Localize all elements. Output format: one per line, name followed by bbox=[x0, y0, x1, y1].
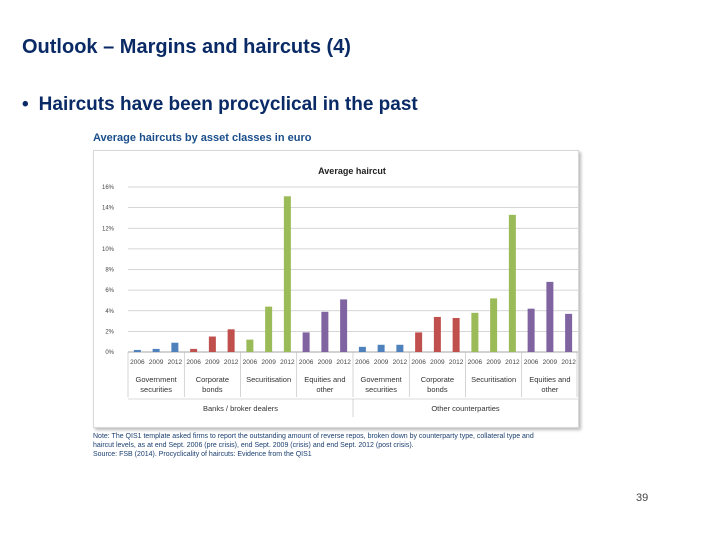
bar-other-equities-and-other-2012 bbox=[565, 313, 573, 352]
bar-other-government-securities-2012 bbox=[396, 344, 404, 352]
bar-other-securitisation-2006 bbox=[471, 312, 479, 352]
x-tick-year: 2009 bbox=[318, 359, 333, 366]
bar-chart: Average haircut 0% 2% 4% 6% 8% 10% 12% 14% 16% 200… bbox=[102, 166, 578, 417]
bullet-text: Haircuts have been procyclical in the pa… bbox=[38, 94, 418, 115]
y-tick-label: 16% bbox=[102, 185, 115, 191]
bar-other-equities-and-other-2006 bbox=[527, 308, 535, 352]
x-tick-year: 2006 bbox=[411, 359, 426, 366]
category-label: securities bbox=[140, 385, 172, 394]
x-tick-year: 2012 bbox=[336, 359, 351, 366]
x-tick-year: 2006 bbox=[130, 359, 145, 366]
bar-banks-securitisation-2006 bbox=[246, 339, 254, 352]
x-tick-year: 2009 bbox=[543, 359, 558, 366]
category-label: Corporate bbox=[421, 375, 454, 384]
y-tick-label: 14% bbox=[102, 206, 115, 212]
category-label: bonds bbox=[202, 385, 223, 394]
bar-banks-securitisation-2009 bbox=[265, 306, 273, 352]
x-tick-year: 2009 bbox=[205, 359, 220, 366]
bar-banks-corporate-bonds-2006 bbox=[190, 348, 198, 352]
y-tick-label: 8% bbox=[105, 268, 114, 274]
bar-other-securitisation-2009 bbox=[490, 298, 498, 352]
y-tick-label: 4% bbox=[105, 309, 114, 315]
category-label: other bbox=[541, 385, 559, 394]
note-line-2: haircut levels, as at end Sept. 2006 (pr… bbox=[93, 442, 414, 449]
bar-banks-government-securities-2012 bbox=[171, 342, 179, 352]
chart-frame: Average haircut 0% 2% 4% 6% 8% 10% 12% 14% 16% 200… bbox=[93, 150, 579, 428]
x-tick-year: 2006 bbox=[524, 359, 539, 366]
x-tick-year: 2006 bbox=[243, 359, 258, 366]
page-number: 39 bbox=[636, 492, 649, 504]
category-label: bonds bbox=[427, 385, 448, 394]
bar-banks-equities-and-other-2009 bbox=[321, 311, 329, 352]
x-tick-year: 2012 bbox=[224, 359, 239, 366]
bar-other-government-securities-2006 bbox=[358, 346, 366, 352]
bar-other-securitisation-2012 bbox=[508, 214, 516, 352]
x-tick-year: 2009 bbox=[374, 359, 389, 366]
slide-title: Outlook – Margins and haircuts (4) bbox=[22, 36, 351, 58]
category-label: Government bbox=[135, 375, 177, 384]
y-tick-label: 6% bbox=[105, 288, 114, 294]
x-tick-year: 2012 bbox=[168, 359, 183, 366]
category-label: other bbox=[316, 385, 334, 394]
x-tick-year: 2006 bbox=[299, 359, 314, 366]
x-tick-year: 2006 bbox=[186, 359, 201, 366]
x-tick-year: 2012 bbox=[280, 359, 295, 366]
y-tick-label: 10% bbox=[102, 247, 115, 253]
category-label: Equities and bbox=[529, 375, 570, 384]
x-tick-year: 2012 bbox=[505, 359, 520, 366]
category-label: Corporate bbox=[196, 375, 229, 384]
x-tick-year: 2009 bbox=[261, 359, 276, 366]
bar-banks-government-securities-2009 bbox=[152, 348, 160, 352]
category-label: Securitisation bbox=[246, 375, 291, 384]
counterparty-label: Other counterparties bbox=[431, 404, 500, 413]
figure-notes: Note: The QIS1 template asked firms to r… bbox=[93, 432, 613, 459]
bar-other-corporate-bonds-2006 bbox=[415, 332, 423, 352]
x-tick-year: 2009 bbox=[149, 359, 164, 366]
counterparty-label: Banks / broker dealers bbox=[203, 404, 278, 413]
y-tick-label: 2% bbox=[105, 329, 114, 335]
bar-other-corporate-bonds-2012 bbox=[452, 317, 460, 352]
y-tick-label: 0% bbox=[105, 350, 114, 356]
x-tick-year: 2006 bbox=[468, 359, 483, 366]
y-tick-label: 12% bbox=[102, 226, 115, 232]
x-tick-year: 2012 bbox=[449, 359, 464, 366]
x-tick-year: 2009 bbox=[430, 359, 445, 366]
x-tick-year: 2012 bbox=[393, 359, 408, 366]
note-line-1: Note: The QIS1 template asked firms to r… bbox=[93, 433, 534, 440]
figure-title: Average haircuts by asset classes in eur… bbox=[93, 132, 312, 144]
category-label: securities bbox=[365, 385, 397, 394]
category-label: Government bbox=[360, 375, 402, 384]
bar-other-equities-and-other-2009 bbox=[546, 281, 554, 352]
bar-banks-corporate-bonds-2009 bbox=[208, 336, 216, 352]
bar-other-corporate-bonds-2009 bbox=[433, 316, 441, 352]
x-tick-year: 2006 bbox=[355, 359, 370, 366]
note-source: Source: FSB (2014). Procyclicality of ha… bbox=[93, 451, 312, 458]
bar-other-government-securities-2009 bbox=[377, 344, 385, 352]
bar-banks-corporate-bonds-2012 bbox=[227, 329, 235, 352]
x-tick-year: 2012 bbox=[561, 359, 576, 366]
bar-banks-securitisation-2012 bbox=[283, 196, 291, 352]
bullet-dot: • bbox=[22, 94, 29, 115]
category-label: Securitisation bbox=[471, 375, 516, 384]
chart-title: Average haircut bbox=[318, 166, 386, 176]
bar-banks-equities-and-other-2012 bbox=[340, 299, 348, 352]
category-label: Equities and bbox=[304, 375, 345, 384]
bar-banks-equities-and-other-2006 bbox=[302, 332, 310, 352]
bullet-point: • Haircuts have been procyclical in the p… bbox=[22, 94, 418, 116]
bar-banks-government-securities-2006 bbox=[133, 349, 141, 352]
x-tick-year: 2009 bbox=[486, 359, 501, 366]
